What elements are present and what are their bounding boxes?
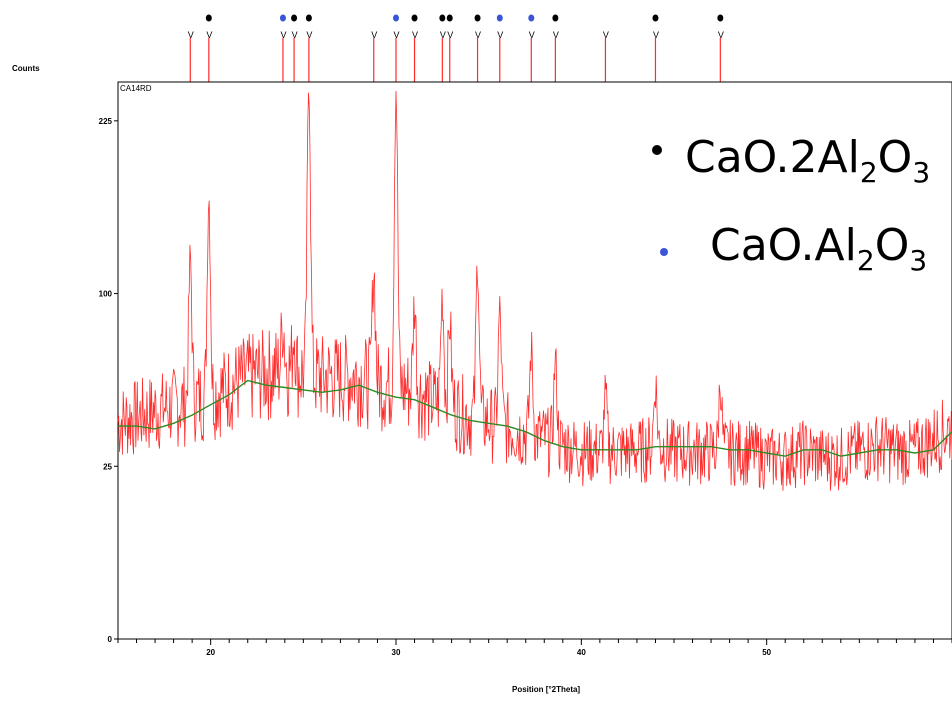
y-tick-label: 0 xyxy=(108,635,113,644)
phase-marker xyxy=(439,14,446,22)
phase-marker xyxy=(205,14,212,22)
reference-tick-glyph: V xyxy=(603,30,609,40)
reference-tick-glyph: V xyxy=(653,30,659,40)
phase-marker xyxy=(717,14,724,22)
series-measured xyxy=(117,90,952,491)
x-ticks: 20 30 40 50 xyxy=(117,639,952,657)
phase-marker xyxy=(474,14,481,22)
y-tick-label: 225 xyxy=(99,117,113,126)
phase-marker xyxy=(552,14,559,22)
reference-tick-glyph: V xyxy=(371,30,377,40)
reference-tick-glyph: V xyxy=(553,30,559,40)
reference-tick-glyph: V xyxy=(412,30,418,40)
legend-entry-ca-sub1: 2 xyxy=(857,244,875,277)
x-tick-label: 40 xyxy=(577,648,586,657)
legend-entry-ca-label: CaO.Al xyxy=(710,220,857,271)
legend-entry-ca2: CaO.2Al2O3 xyxy=(685,132,930,189)
reference-tick-glyph: V xyxy=(497,30,503,40)
legend-marker-ca2 xyxy=(652,145,662,155)
legend-entry-ca: CaO.Al2O3 xyxy=(710,220,927,277)
x-tick-label: 50 xyxy=(762,648,771,657)
reference-tick-glyph: V xyxy=(394,30,400,40)
phase-markers-layer xyxy=(205,14,724,22)
reference-tick-glyph: V xyxy=(306,30,312,40)
y-axis-label: Counts xyxy=(12,64,40,73)
phase-marker xyxy=(446,14,453,22)
x-tick-label: 30 xyxy=(392,648,401,657)
sample-label: CA14RD xyxy=(120,84,152,93)
reference-tick-glyph: V xyxy=(718,30,724,40)
phase-marker xyxy=(652,14,659,22)
plot-frame xyxy=(117,81,952,640)
reference-tick-glyph: V xyxy=(440,30,446,40)
phase-marker xyxy=(411,14,418,22)
legend-entry-ca2-mid: O xyxy=(878,132,913,183)
y-tick-label: 100 xyxy=(99,290,113,299)
reference-tick-glyph: V xyxy=(447,30,453,40)
reference-tick-glyph: V xyxy=(292,30,298,40)
legend-marker-ca xyxy=(660,248,668,256)
phase-marker xyxy=(291,14,298,22)
y-tick-label: 25 xyxy=(103,462,112,471)
x-tick-label: 20 xyxy=(206,648,215,657)
legend-entry-ca2-sub2: 3 xyxy=(912,156,930,189)
legend: CaO.2Al2O3 CaO.Al2O3 xyxy=(652,132,930,277)
reference-tick-glyph: V xyxy=(280,30,286,40)
reference-tick-glyph: V xyxy=(529,30,535,40)
legend-entry-ca-sub2: 3 xyxy=(909,244,927,277)
y-ticks: 0 25 100 225 xyxy=(99,117,118,644)
legend-entry-ca2-label: CaO.2Al xyxy=(685,132,860,183)
phase-marker xyxy=(305,14,312,22)
phase-marker xyxy=(279,14,286,22)
phase-marker xyxy=(528,14,535,22)
phase-marker xyxy=(496,14,503,22)
reference-tick-glyph: V xyxy=(188,30,194,40)
series-background xyxy=(118,379,952,457)
x-axis-label: Position [°2Theta] xyxy=(512,685,580,694)
reference-tick-glyph: V xyxy=(475,30,481,40)
legend-entry-ca2-sub1: 2 xyxy=(860,156,878,189)
legend-entry-ca-mid: O xyxy=(875,220,910,271)
series-layer xyxy=(117,90,952,491)
phase-marker xyxy=(393,14,399,22)
reference-tick-glyph: V xyxy=(206,30,212,40)
